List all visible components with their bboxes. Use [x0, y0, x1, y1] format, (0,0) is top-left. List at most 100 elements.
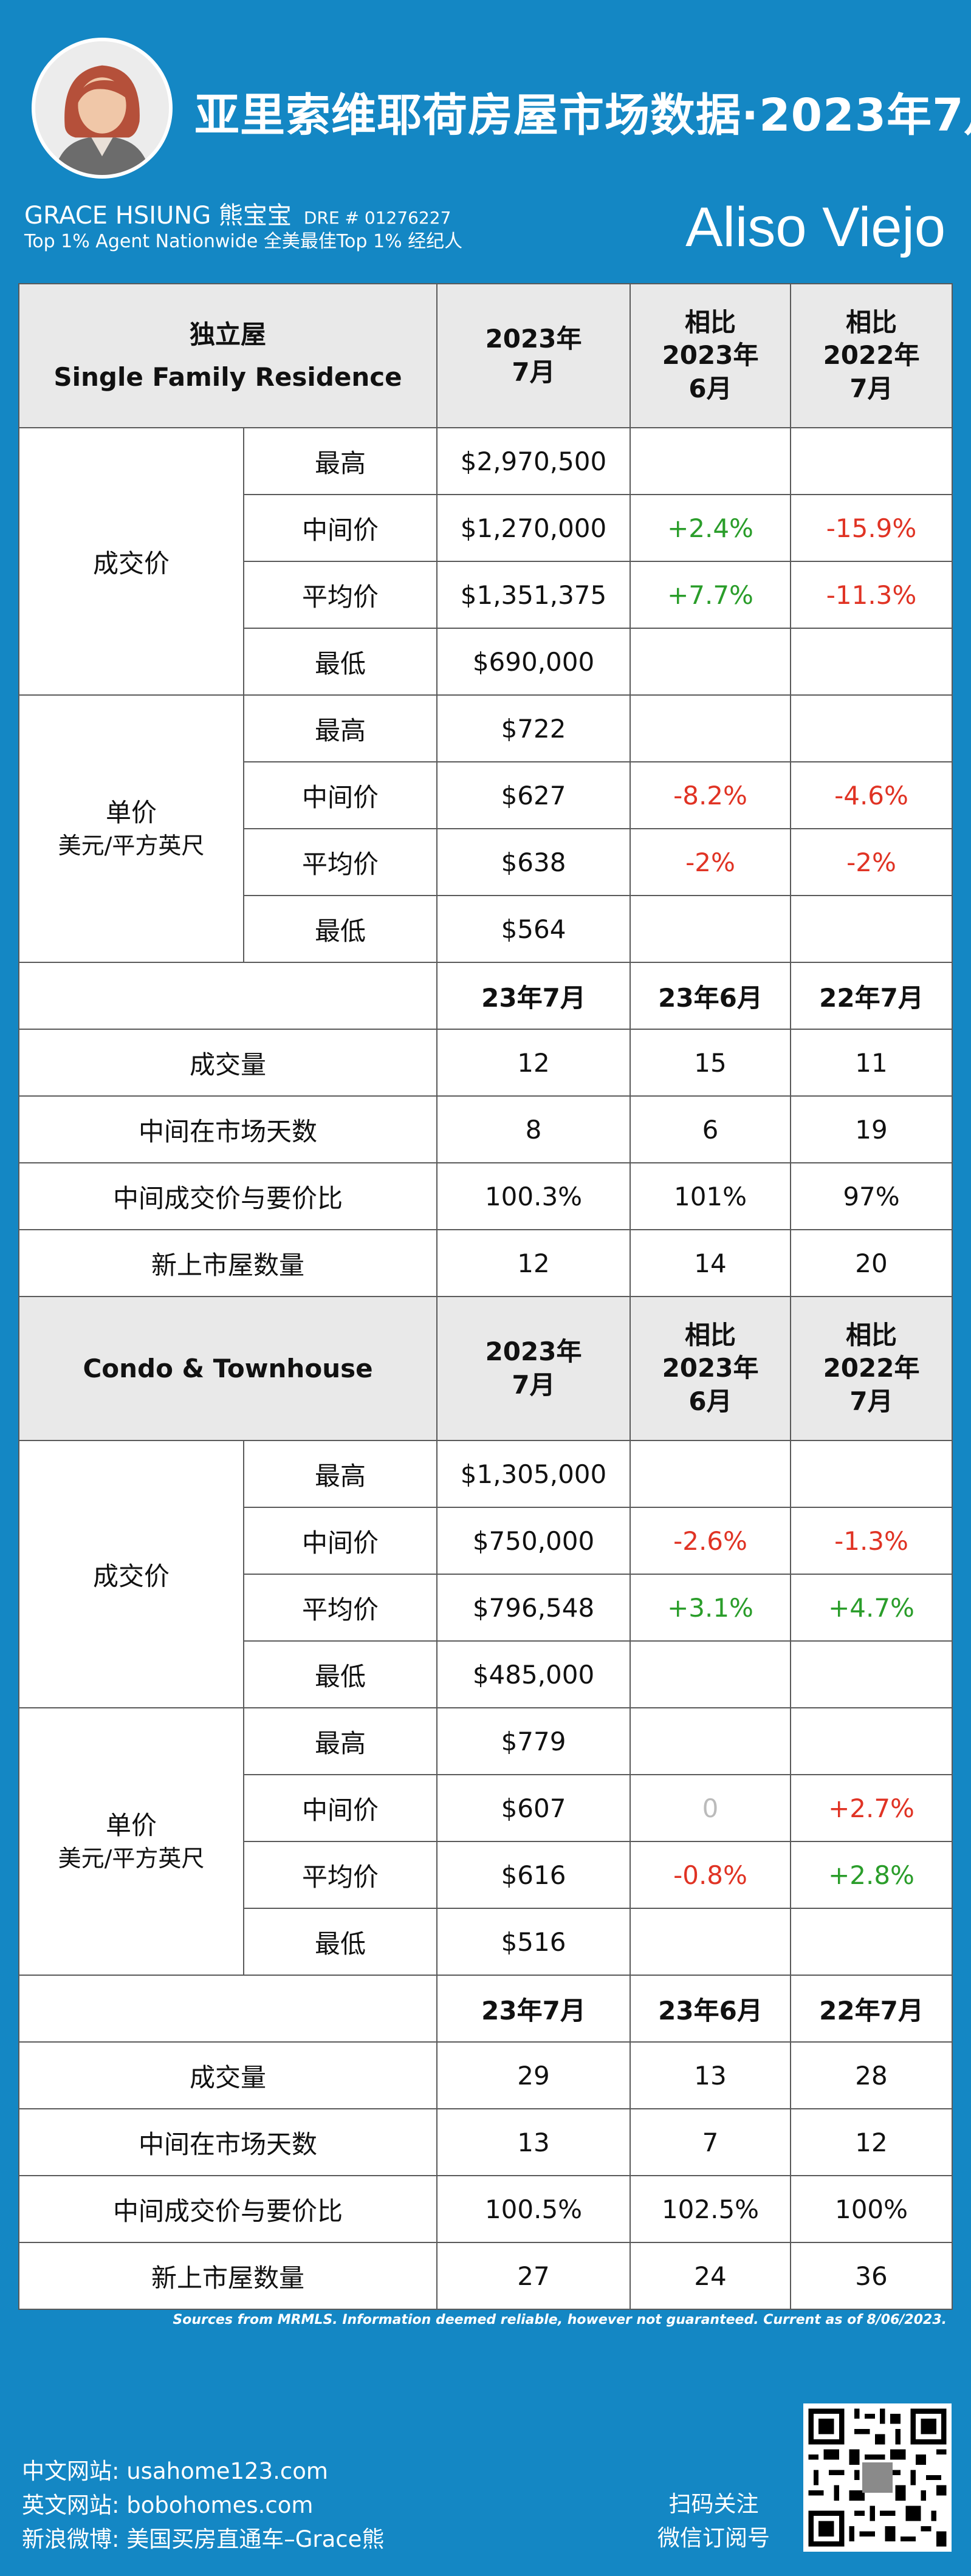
- header-line: 7月: [512, 1369, 555, 1400]
- header: 亚里索维耶荷房屋市场数据·2023年7月 GRACE HSIUNG 熊宝宝 DRE…: [0, 0, 971, 279]
- row-value: $690,000: [436, 628, 631, 696]
- stat-value: 24: [630, 2242, 792, 2310]
- condo-header-row: Condo & Townhouse 2023年 7月 相比 2023年 6月 相比 20…: [18, 1296, 953, 1441]
- chinese-website-link[interactable]: 中文网站: usahome123.com: [22, 2458, 328, 2484]
- stat-value: 8: [436, 1095, 631, 1163]
- sfr-price-group-label: 成交价: [18, 427, 244, 696]
- agent-name-text: GRACE HSIUNG 熊宝宝: [24, 202, 292, 230]
- stat-label: 新上市屋数量: [18, 1229, 438, 1297]
- table-row: 成交价 最高 $1,305,000: [18, 1440, 953, 1708]
- row-yoy: [790, 895, 953, 963]
- row-mom: [630, 628, 792, 696]
- header-line: 7月: [512, 357, 555, 387]
- row-mom: [630, 1640, 792, 1708]
- row-label: 中间价: [242, 761, 438, 829]
- row-mom: -8.2%: [630, 761, 792, 829]
- table-row: 中间在市场天数 8 6 19: [18, 1095, 953, 1163]
- sfr-type-en: Single Family Residence: [53, 361, 402, 392]
- row-value: $616: [436, 1841, 631, 1909]
- sfr-period-header-row: 23年7月 23年6月 22年7月: [18, 962, 953, 1030]
- row-mom: [630, 1908, 792, 1976]
- stat-value: 102.5%: [630, 2175, 792, 2243]
- table-row: 成交量 12 15 11: [18, 1029, 953, 1097]
- row-value: $627: [436, 761, 631, 829]
- header-line: 相比: [685, 1320, 736, 1350]
- period-header: 22年7月: [790, 962, 953, 1030]
- unit-group-subtitle: 美元/平方英尺: [58, 832, 205, 859]
- stat-value: 12: [436, 1029, 631, 1097]
- row-label: 最低: [242, 895, 438, 963]
- condo-price-group-label: 成交价: [18, 1440, 244, 1708]
- row-mom: +7.7%: [630, 561, 792, 629]
- table-row: 成交量 29 13 28: [18, 2041, 953, 2109]
- sfr-col-current: 2023年 7月: [436, 283, 631, 428]
- row-yoy: [790, 1908, 953, 1976]
- stat-label: 中间在市场天数: [18, 2108, 438, 2176]
- stat-value: 27: [436, 2242, 631, 2310]
- weibo-link[interactable]: 新浪微博: 美国买房直通车–Grace熊: [22, 2526, 385, 2552]
- period-header: 23年7月: [436, 962, 631, 1030]
- stat-value: 100%: [790, 2175, 953, 2243]
- row-value: $1,305,000: [436, 1440, 631, 1508]
- stat-value: 7: [630, 2108, 792, 2176]
- qr-code-icon[interactable]: [803, 2403, 952, 2552]
- row-value: $2,970,500: [436, 427, 631, 495]
- row-label: 最高: [242, 427, 438, 495]
- period-header: 22年7月: [790, 1975, 953, 2043]
- stat-label: 新上市屋数量: [18, 2242, 438, 2310]
- row-label: 中间价: [242, 1507, 438, 1575]
- period-header: 23年6月: [630, 962, 792, 1030]
- condo-period-header-row: 23年7月 23年6月 22年7月: [18, 1975, 953, 2043]
- source-note: Sources from MRMLS. Information deemed r…: [173, 2312, 947, 2328]
- header-line: 2022年: [823, 1353, 920, 1383]
- row-yoy: [790, 1440, 953, 1508]
- page-title: 亚里索维耶荷房屋市场数据·2023年7月: [194, 89, 971, 142]
- row-yoy: +2.8%: [790, 1841, 953, 1909]
- row-label: 最低: [242, 628, 438, 696]
- table-row: 中间价 $1,270,000 +2.4% -15.9%: [19, 494, 953, 562]
- sfr-type-cell: 独立屋 Single Family Residence: [18, 283, 438, 428]
- row-yoy: -15.9%: [790, 494, 953, 562]
- table-row: 最低 $516: [19, 1908, 953, 1976]
- row-value: $516: [436, 1908, 631, 1976]
- header-line: 相比: [846, 1320, 897, 1350]
- table-row: 平均价 $616 -0.8% +2.8%: [19, 1841, 953, 1909]
- stat-value: 28: [790, 2041, 953, 2109]
- row-mom: +2.4%: [630, 494, 792, 562]
- row-yoy: -11.3%: [790, 561, 953, 629]
- stat-value: 13: [630, 2041, 792, 2109]
- header-line: 2023年: [485, 1336, 582, 1366]
- table-row: 平均价 $796,548 +3.1% +4.7%: [19, 1574, 953, 1642]
- row-yoy: [790, 427, 953, 495]
- stat-value: 20: [790, 1229, 953, 1297]
- row-value: $750,000: [436, 1507, 631, 1575]
- period-header: 23年6月: [630, 1975, 792, 2043]
- table-row: 单价 美元/平方英尺 最高 $779: [18, 1707, 953, 1976]
- table-row: 中间价 $607 0 +2.7%: [19, 1774, 953, 1842]
- unit-group-title: 单价: [105, 798, 157, 827]
- row-label: 最高: [242, 1707, 438, 1775]
- english-website-link[interactable]: 英文网站: bobohomes.com: [22, 2492, 314, 2518]
- row-value: $796,548: [436, 1574, 631, 1642]
- table-row: 中间成交价与要价比 100.5% 102.5% 100%: [18, 2175, 953, 2243]
- agent-tagline: Top 1% Agent Nationwide 全美最佳Top 1% 经纪人: [24, 231, 463, 252]
- row-label: 平均价: [242, 1574, 438, 1642]
- row-mom: [630, 895, 792, 963]
- stat-value: 6: [630, 1095, 792, 1163]
- condo-col-yoy: 相比 2022年 7月: [790, 1296, 953, 1441]
- row-label: 平均价: [242, 828, 438, 896]
- unit-group-subtitle: 美元/平方英尺: [58, 1845, 205, 1872]
- row-mom: [630, 1440, 792, 1508]
- row-yoy: -2%: [790, 828, 953, 896]
- row-mom: [630, 427, 792, 495]
- agent-photo: [32, 38, 173, 179]
- row-value: $779: [436, 1707, 631, 1775]
- row-mom: [630, 694, 792, 762]
- market-data-table: 独立屋 Single Family Residence 2023年 7月 相比 202…: [18, 283, 953, 2310]
- row-mom: -2.6%: [630, 1507, 792, 1575]
- scan-line: 微信订阅号: [657, 2525, 770, 2551]
- table-row: 成交价 最高 $2,970,500: [18, 427, 953, 696]
- stat-value: 11: [790, 1029, 953, 1097]
- table-row: 平均价 $1,351,375 +7.7% -11.3%: [19, 561, 953, 629]
- condo-col-current: 2023年 7月: [436, 1296, 631, 1441]
